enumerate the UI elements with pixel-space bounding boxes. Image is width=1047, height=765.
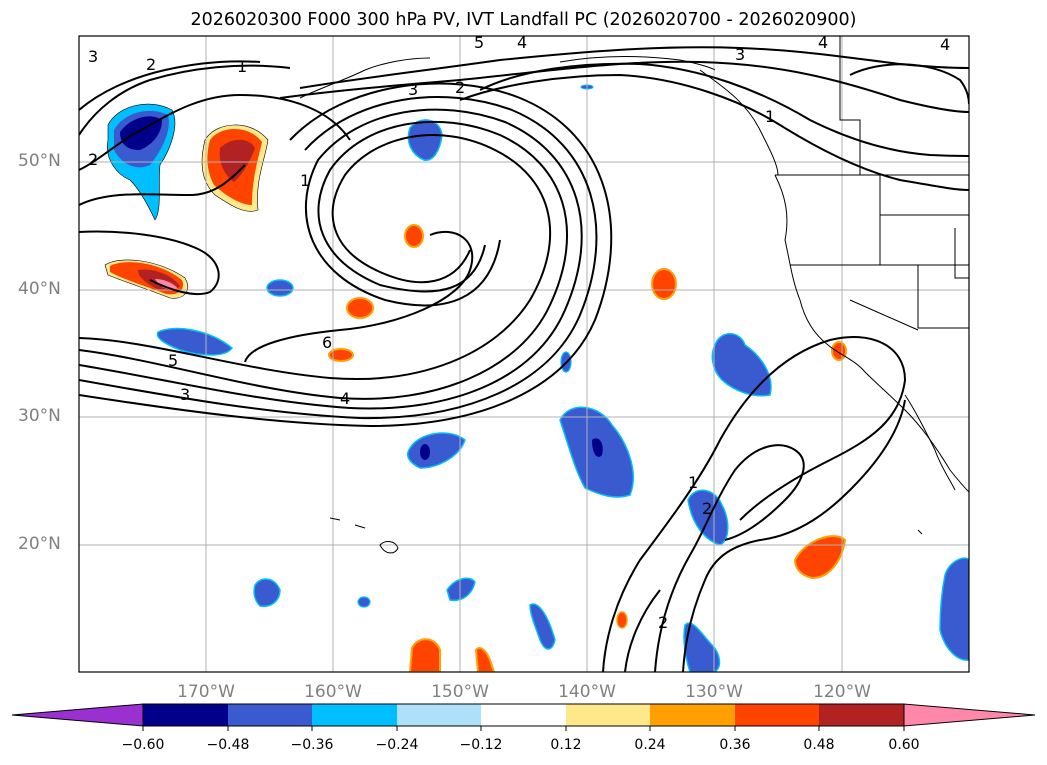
contour-label: 2 xyxy=(658,613,668,632)
contour-label: 3 xyxy=(88,47,98,66)
contour-label: 1 xyxy=(765,107,775,126)
colorbar-tick-label: −0.24 xyxy=(375,737,419,753)
contour-label: 5 xyxy=(168,351,178,370)
colorbar-segment xyxy=(143,704,228,726)
colorbar-tick-label: 0.48 xyxy=(803,737,835,753)
lon-label: 150°W xyxy=(431,682,489,702)
contour-label: 2 xyxy=(702,499,712,518)
colorbar-segment xyxy=(819,704,904,726)
contour-label: 1 xyxy=(300,171,310,190)
colorbar-segment xyxy=(735,704,819,726)
colorbar-tick-label: 0.60 xyxy=(888,737,920,753)
coastlines xyxy=(299,36,969,554)
contour-label: 6 xyxy=(322,333,332,352)
colorbar-segment xyxy=(397,704,481,726)
plot-frame xyxy=(78,35,970,673)
contour-label: 1 xyxy=(688,473,698,492)
colorbar-segment xyxy=(228,704,312,726)
lon-label: 160°W xyxy=(304,682,362,702)
colorbar-tick-label: 0.36 xyxy=(719,737,751,753)
lat-label: 50°N xyxy=(18,151,61,171)
colorbar-segment xyxy=(650,704,735,726)
contour-label: 3 xyxy=(735,45,745,64)
lon-label: 130°W xyxy=(685,682,743,702)
contour-label: 2 xyxy=(146,55,156,74)
colorbar-tick-label: −0.48 xyxy=(206,737,250,753)
colorbar-segment xyxy=(312,704,397,726)
colorbar-tick-label: 0.24 xyxy=(634,737,666,753)
lon-label: 120°W xyxy=(813,682,871,702)
colorbar-extend-high xyxy=(903,703,1036,727)
lat-label: 40°N xyxy=(18,279,61,299)
contour-label: 4 xyxy=(818,33,828,52)
contour-label: 2 xyxy=(455,78,465,97)
contour-label: 4 xyxy=(517,33,527,52)
contour-labels: 3 2 1 5 4 3 2 4 4 3 1 2 1 6 5 3 4 1 2 2 xyxy=(88,33,950,632)
colorbar-tick-label: −0.60 xyxy=(121,737,165,753)
colorbar-tick-label: 0.12 xyxy=(550,737,582,753)
lat-label: 30°N xyxy=(18,406,61,426)
contour-label: 5 xyxy=(474,33,484,52)
lon-label: 170°W xyxy=(177,682,235,702)
grid-lines xyxy=(79,36,969,672)
contour-label: 2 xyxy=(88,150,98,169)
map-title: 2026020300 F000 300 hPa PV, IVT Landfall… xyxy=(190,10,857,30)
colorbar-tick-label: −0.36 xyxy=(290,737,334,753)
contour-label: 1 xyxy=(237,57,247,76)
colorbar-segment xyxy=(566,704,650,726)
lat-label: 20°N xyxy=(18,534,61,554)
colorbar-segment xyxy=(481,704,566,726)
contour-label: 3 xyxy=(408,80,418,99)
contour-label: 4 xyxy=(940,35,950,54)
pv-shading xyxy=(104,84,969,672)
contour-label: 4 xyxy=(340,389,350,408)
lon-label: 140°W xyxy=(558,682,616,702)
colorbar-tick-label: −0.12 xyxy=(459,737,503,753)
contour-label: 3 xyxy=(180,385,190,404)
colorbar-extend-low xyxy=(11,703,144,727)
colorbar xyxy=(11,703,1036,731)
